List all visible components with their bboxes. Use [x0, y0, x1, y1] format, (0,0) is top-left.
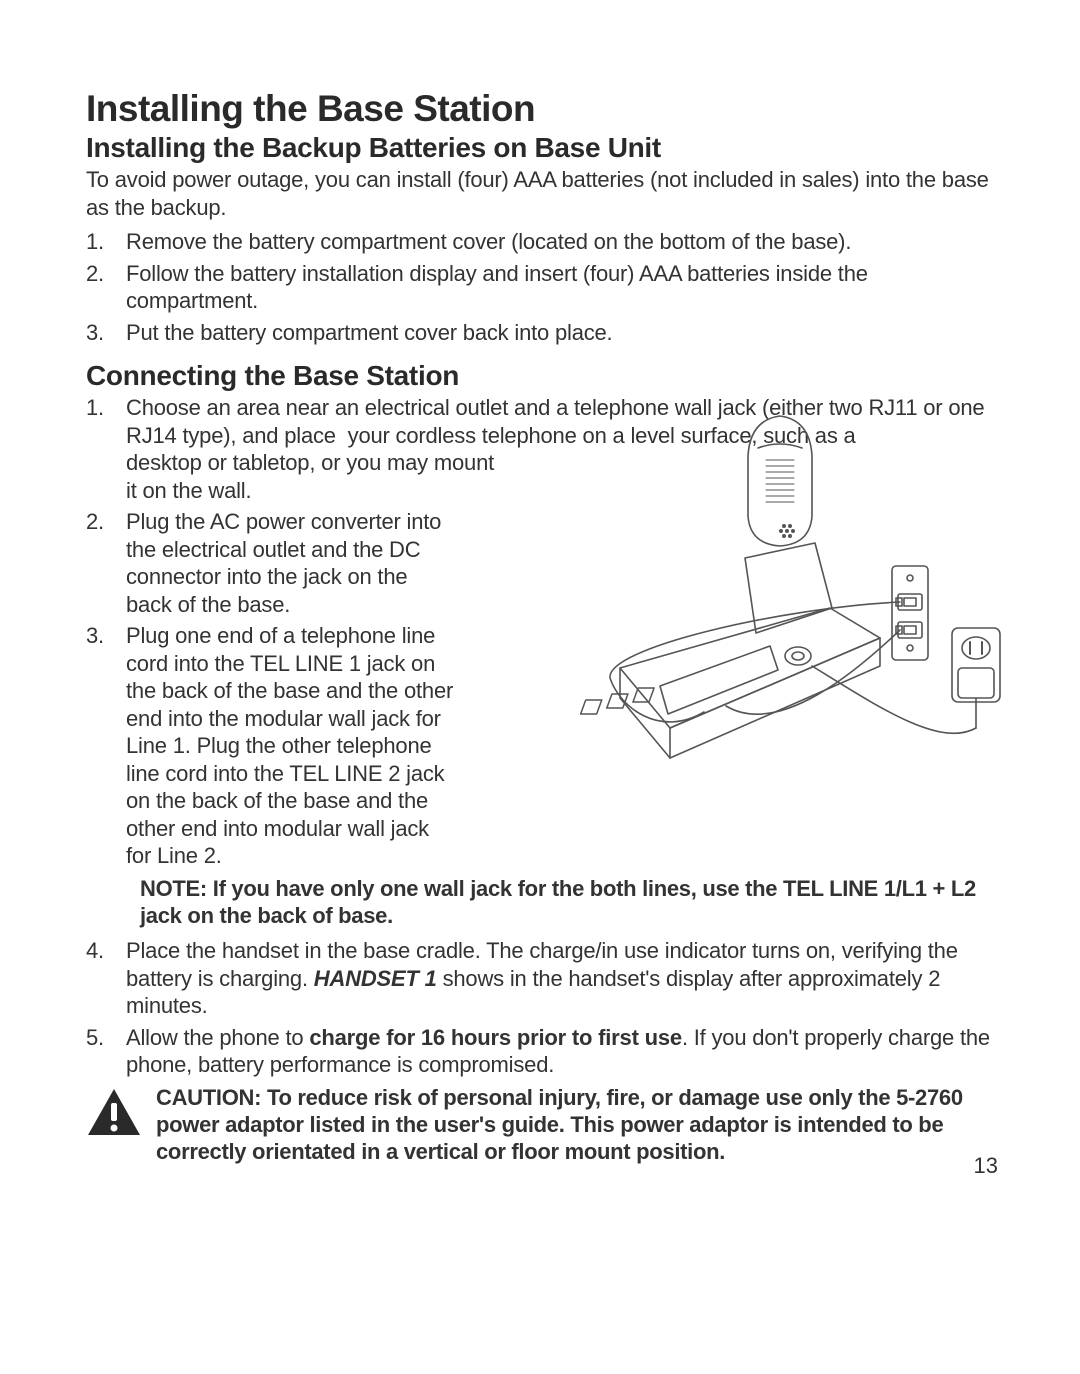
section2-heading: Connecting the Base Station	[86, 360, 998, 392]
section1-intro: To avoid power outage, you can install (…	[86, 166, 998, 222]
list-item: Plug the AC power converter into the ele…	[86, 508, 456, 618]
charge-duration: charge for 16 hours prior to first use	[309, 1025, 682, 1050]
caution-block: CAUTION: To reduce risk of personal inju…	[86, 1085, 998, 1165]
list-item: Put the battery compartment cover back i…	[86, 319, 998, 347]
list-item: Follow the battery installation display …	[86, 260, 998, 315]
list-item: Remove the battery compartment cover (lo…	[86, 228, 998, 256]
step-text: Allow the phone to	[126, 1025, 309, 1050]
page-title: Installing the Base Station	[86, 88, 998, 130]
list-item: Allow the phone to charge for 16 hours p…	[86, 1024, 998, 1079]
section1-heading: Installing the Backup Batteries on Base …	[86, 132, 998, 164]
list-item: Plug one end of a telephone line cord in…	[86, 622, 456, 870]
section2-steps-cont: Place the handset in the base cradle. Th…	[86, 937, 998, 1079]
base-station-diagram	[580, 408, 1010, 778]
list-item: Place the handset in the base cradle. Th…	[86, 937, 998, 1020]
page-number: 13	[974, 1153, 998, 1179]
step-text: desktop or tabletop, or you may mount it…	[126, 449, 501, 504]
handset-label: HANDSET 1	[314, 966, 437, 991]
warning-icon	[86, 1087, 142, 1142]
section1-steps: Remove the battery compartment cover (lo…	[86, 228, 998, 346]
caution-text: CAUTION: To reduce risk of personal inju…	[156, 1085, 998, 1165]
note-text: NOTE: If you have only one wall jack for…	[86, 876, 998, 930]
